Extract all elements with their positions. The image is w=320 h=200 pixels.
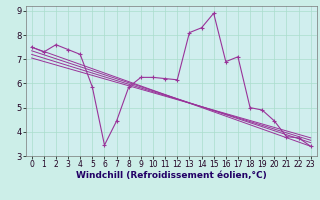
X-axis label: Windchill (Refroidissement éolien,°C): Windchill (Refroidissement éolien,°C)	[76, 171, 267, 180]
